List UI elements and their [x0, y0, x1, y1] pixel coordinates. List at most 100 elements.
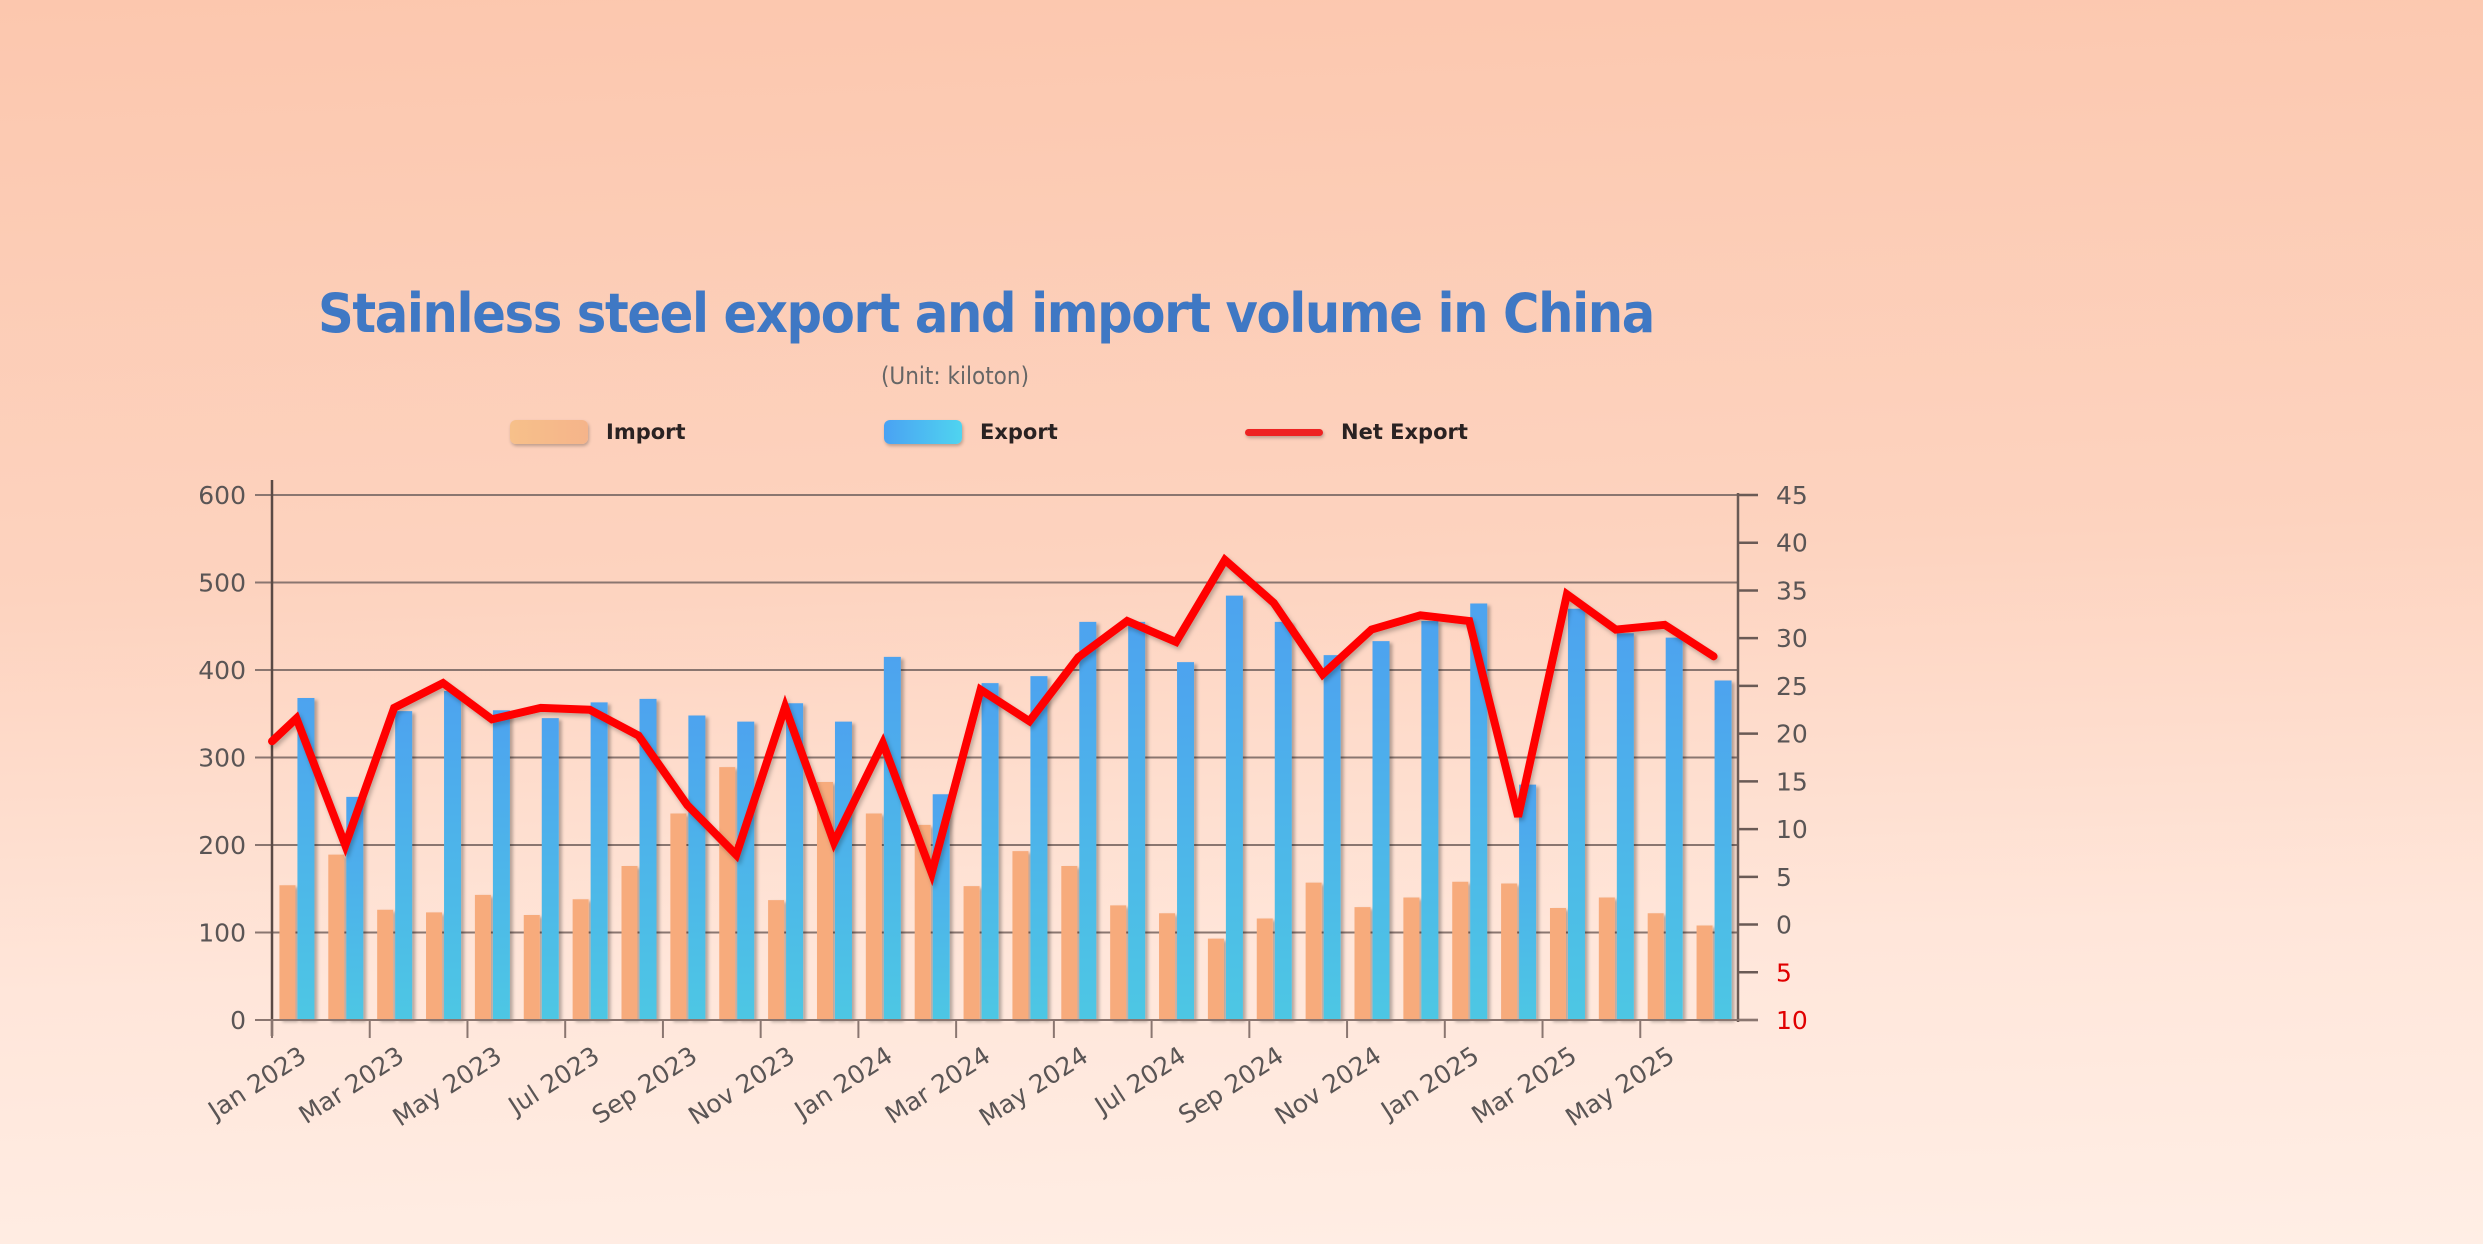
import-bar: [1549, 908, 1566, 1020]
export-bar: [1421, 621, 1439, 1020]
export-bar: [883, 656, 901, 1020]
x-tick-label: Mar 2024: [880, 1041, 995, 1130]
export-bar: [1274, 621, 1292, 1020]
import-bar: [1061, 866, 1078, 1020]
import-bar: [1159, 913, 1176, 1020]
export-bar: [297, 698, 315, 1020]
import-bar: [621, 866, 638, 1020]
chart-title: Stainless steel export and import volume…: [318, 282, 1655, 345]
legend: Import Export Net Export: [0, 420, 2483, 452]
net-export-line-group: [268, 553, 1718, 887]
x-tick-label: May 2024: [974, 1041, 1093, 1132]
export-bar: [786, 703, 804, 1020]
export-bar: [834, 721, 852, 1020]
import-swatch-icon: [510, 420, 588, 444]
import-bar: [1647, 913, 1664, 1020]
import-bar: [279, 885, 296, 1020]
import-bar: [1354, 907, 1371, 1020]
bars: [279, 595, 1732, 1020]
import-bar: [670, 813, 687, 1020]
export-bar: [1714, 680, 1732, 1020]
x-tick-label: Sep 2023: [587, 1041, 702, 1130]
y-right-tick-label: 15: [1776, 767, 1808, 796]
y-right-tick-label: 35: [1776, 576, 1808, 605]
y-right-tick-label: 30: [1776, 624, 1808, 653]
export-bar: [1519, 784, 1537, 1020]
export-bar: [1567, 608, 1585, 1020]
import-bar: [963, 886, 980, 1020]
y-right-tick-label: 45: [1776, 481, 1808, 510]
export-bar: [1177, 662, 1195, 1020]
legend-item-import[interactable]: Import: [510, 420, 686, 444]
import-bar: [1207, 938, 1224, 1020]
x-tick-label: Mar 2025: [1466, 1041, 1581, 1130]
import-bar: [426, 912, 443, 1020]
export-bar: [1225, 595, 1243, 1020]
y-right-tick-label: 40: [1776, 529, 1808, 558]
x-tick-label: May 2025: [1560, 1041, 1679, 1132]
import-bar: [1110, 905, 1127, 1020]
export-bar: [541, 718, 559, 1020]
tick-labels: 0 100 200 300 400 500 600 10 5 0 5 10 15 20 25 30 35 40 45…: [198, 481, 1808, 1132]
x-tick-label: Mar 2023: [294, 1041, 409, 1130]
export-bar: [688, 715, 706, 1020]
export-bar: [492, 710, 510, 1020]
import-bar: [572, 899, 589, 1020]
y-right-tick-label: 10: [1776, 1006, 1808, 1035]
y-right-tick-label: 5: [1776, 863, 1792, 892]
export-bar: [1030, 676, 1048, 1020]
legend-item-export[interactable]: Export: [884, 420, 1058, 444]
y-right-tick-label: 20: [1776, 720, 1808, 749]
export-bar: [1372, 641, 1390, 1020]
export-bar: [1128, 621, 1146, 1020]
legend-label-import: Import: [606, 420, 686, 444]
export-swatch-icon: [884, 420, 962, 444]
y-left-tick-label: 500: [198, 569, 246, 598]
export-bar: [1665, 637, 1683, 1020]
export-bar: [1079, 621, 1097, 1020]
y-left-tick-label: 400: [198, 656, 246, 685]
y-right-tick-label: 10: [1776, 815, 1808, 844]
x-tick-label: Nov 2024: [1270, 1041, 1387, 1131]
export-bar: [395, 711, 413, 1020]
legend-label-export: Export: [980, 420, 1058, 444]
export-bar: [346, 796, 364, 1020]
import-bar: [1696, 925, 1713, 1020]
import-bar: [1012, 851, 1029, 1020]
y-left-tick-label: 100: [198, 919, 246, 948]
import-bar: [1501, 883, 1518, 1020]
net-export-line-icon: [1245, 428, 1323, 436]
export-bar: [639, 698, 657, 1020]
y-left-tick-label: 0: [230, 1006, 246, 1035]
import-bar: [719, 767, 736, 1020]
export-bar: [1616, 633, 1634, 1020]
y-left-tick-label: 200: [198, 831, 246, 860]
import-bar: [768, 900, 785, 1020]
x-tick-label: Nov 2023: [683, 1041, 800, 1131]
export-bar: [444, 691, 462, 1020]
legend-item-net-export[interactable]: Net Export: [1245, 420, 1468, 444]
import-bar: [1256, 918, 1273, 1020]
import-bar: [523, 915, 540, 1020]
x-tick-label: May 2023: [388, 1041, 507, 1132]
x-tick-label: Jan 2025: [1374, 1041, 1484, 1126]
export-bar: [1470, 603, 1488, 1020]
y-right-tick-label: 5: [1776, 958, 1792, 987]
import-bar: [1403, 897, 1420, 1020]
chart-subtitle: (Unit: kiloton): [880, 362, 1029, 390]
y-right-tick-label: 0: [1776, 911, 1792, 940]
import-bar: [474, 894, 491, 1020]
import-bar: [816, 782, 833, 1020]
import-bar: [1598, 897, 1615, 1020]
import-bar: [914, 824, 931, 1020]
export-bar: [981, 683, 999, 1020]
y-right-tick-label: 25: [1776, 672, 1808, 701]
import-bar: [1305, 882, 1322, 1020]
import-bar: [865, 813, 882, 1020]
legend-label-net-export: Net Export: [1341, 420, 1468, 444]
export-bar: [1323, 655, 1341, 1020]
x-tick-label: Sep 2024: [1173, 1041, 1288, 1130]
x-tick-label: Jan 2024: [788, 1041, 898, 1126]
x-tick-label: Jan 2023: [201, 1041, 311, 1126]
import-bar: [1452, 881, 1469, 1020]
